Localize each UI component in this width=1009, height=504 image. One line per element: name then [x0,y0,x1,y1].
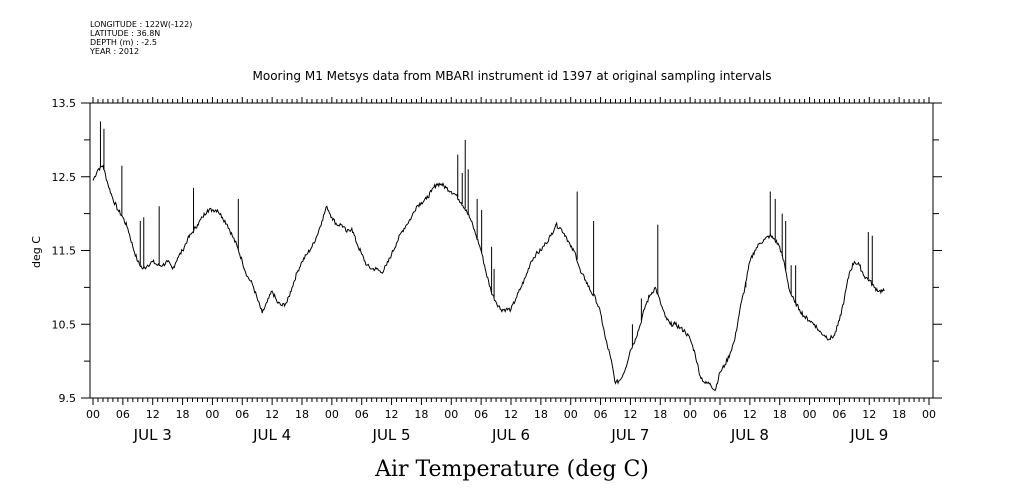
x-tick-label: 00 [564,408,578,421]
y-tick-label: 9.5 [59,392,77,405]
day-labels: JUL 3 JUL 4 JUL 5 JUL 6 JUL 7 JUL 8 JUL 9 [133,426,889,444]
x-tick-label: 06 [713,408,727,421]
x-tick-label: 06 [355,408,369,421]
x-tick-label: 12 [146,408,160,421]
x-tick-label: 06 [832,408,846,421]
y-tick-labels: 9.5 10.5 11.5 12.5 13.5 [52,97,77,405]
y-axis-label: deg C [30,236,43,268]
x-tick-label: 06 [116,408,130,421]
x-tick-label: 00 [922,408,936,421]
x-tick-label: 00 [205,408,219,421]
meta-longitude: LONGITUDE : 122W(-122) [90,20,193,29]
x-tick-label: 12 [504,408,518,421]
x-tick-label: 00 [86,408,100,421]
x-tick-label: 12 [385,408,399,421]
x-tick-label: 12 [862,408,876,421]
day-label: JUL 5 [372,426,411,444]
x-tick-label: 18 [414,408,428,421]
day-label: JUL 3 [133,426,172,444]
spike-marks [99,121,873,346]
air-temperature-line [92,164,885,392]
y-tick-label: 10.5 [52,318,77,331]
x-tick-label: 06 [594,408,608,421]
x-tick-label: 12 [265,408,279,421]
x-tick-label: 00 [444,408,458,421]
meta-latitude: LATITUDE : 36.8N [90,29,161,38]
x-tick-label: 18 [534,408,548,421]
day-label: JUL 9 [849,426,888,444]
x-tick-label: 18 [773,408,787,421]
x-tick-label: 00 [683,408,697,421]
x-tick-label: 18 [892,408,906,421]
x-tick-labels: 00 06 12 18 00 06 12 18 00 06 12 18 00 06 12 18 00 06 12 18… [86,408,936,421]
meta-year: YEAR : 2012 [90,47,140,56]
x-tick-label: 18 [295,408,309,421]
x-tick-label: 06 [235,408,249,421]
x-tick-label: 00 [803,408,817,421]
day-label: JUL 7 [610,426,649,444]
day-label: JUL 6 [491,426,530,444]
chart-title: Mooring M1 Metsys data from MBARI instru… [253,69,772,83]
x-tick-label: 18 [176,408,190,421]
day-label: JUL 8 [730,426,769,444]
meta-depth: DEPTH (m) : -2.5 [90,38,157,47]
x-axis-title: Air Temperature (deg C) [374,457,649,482]
plot-axes [81,97,942,405]
y-tick-label: 11.5 [52,245,77,258]
metadata-block: LONGITUDE : 122W(-122) LATITUDE : 36.8N … [90,20,192,56]
y-tick-label: 13.5 [52,97,77,110]
day-label: JUL 4 [252,426,291,444]
x-tick-label: 12 [743,408,757,421]
x-tick-label: 12 [623,408,637,421]
plot-frame [89,102,934,399]
y-tick-label: 12.5 [52,171,77,184]
x-tick-label: 18 [653,408,667,421]
x-tick-label: 06 [474,408,488,421]
x-tick-label: 00 [325,408,339,421]
